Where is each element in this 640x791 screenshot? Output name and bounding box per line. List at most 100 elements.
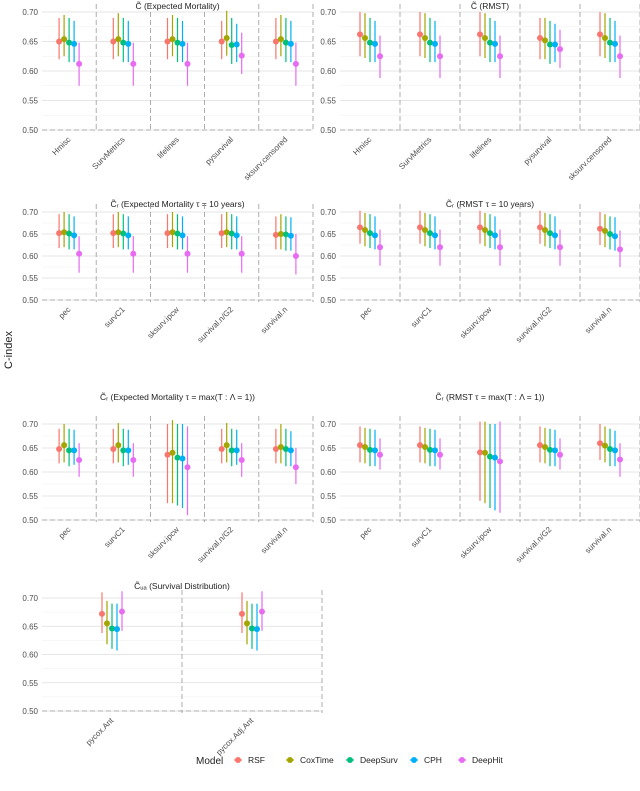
data-point — [377, 53, 383, 60]
legend-key-dot — [411, 757, 417, 763]
data-point — [477, 224, 483, 231]
data-point — [282, 231, 289, 238]
data-point — [61, 442, 68, 449]
data-point — [497, 458, 503, 465]
y-tick-label: 0.70 — [320, 420, 336, 429]
data-point — [602, 442, 608, 449]
panel-title: C̃ᵣ (RMST τ = 10 years) — [446, 199, 534, 209]
y-tick-label: 0.55 — [22, 679, 38, 688]
y-tick-label: 0.70 — [22, 8, 38, 17]
data-point — [612, 233, 618, 240]
y-tick-label: 0.60 — [320, 67, 336, 76]
data-point — [547, 230, 553, 237]
data-point — [56, 230, 63, 237]
data-point — [179, 40, 186, 47]
data-point — [542, 37, 548, 44]
data-point — [497, 53, 503, 60]
x-tick-label: pec — [57, 525, 72, 540]
x-tick-label: pec — [57, 305, 72, 320]
data-point — [287, 447, 294, 454]
data-point — [61, 229, 68, 236]
legend-label: CoxTime — [300, 755, 334, 765]
data-point — [254, 626, 260, 633]
data-point — [422, 34, 428, 41]
data-point — [218, 230, 225, 237]
x-tick-label: survC1 — [102, 525, 127, 550]
data-point — [417, 31, 423, 38]
data-point — [377, 451, 383, 458]
data-point — [223, 229, 230, 236]
data-point — [362, 227, 368, 234]
data-point — [482, 34, 488, 41]
data-point — [487, 453, 493, 460]
data-point — [617, 53, 623, 60]
data-point — [487, 230, 493, 237]
data-point — [169, 229, 176, 236]
data-point — [292, 60, 299, 67]
data-point — [272, 38, 279, 45]
panel-title: C̃ (Expected Mortality) — [135, 1, 219, 11]
y-tick-label: 0.50 — [22, 707, 38, 716]
y-tick-label: 0.60 — [22, 67, 38, 76]
x-tick-label: pec — [358, 305, 373, 320]
x-tick-label: sksurv.censored — [566, 135, 613, 182]
data-point — [277, 231, 284, 237]
data-point — [432, 40, 438, 47]
data-point — [169, 36, 176, 43]
y-tick-label: 0.55 — [320, 492, 336, 501]
data-point — [120, 230, 127, 237]
y-tick-label: 0.55 — [320, 274, 336, 283]
data-point — [71, 232, 78, 239]
y-tick-label: 0.65 — [22, 622, 38, 631]
data-point — [597, 225, 603, 232]
data-point — [119, 608, 125, 615]
legend-label: CPH — [424, 755, 442, 765]
data-point — [432, 447, 438, 454]
x-tick-label: survival.n — [583, 525, 613, 555]
data-point — [282, 39, 289, 46]
data-point — [184, 464, 191, 471]
data-point — [362, 34, 368, 41]
chart-panel: C̃ (Expected Mortality) 0.50 0.55 0.60 0.65 0… — [22, 1, 314, 182]
data-point — [71, 40, 78, 47]
data-point — [61, 36, 68, 43]
x-tick-label: sksurv.ipcw — [458, 525, 493, 560]
data-point — [76, 457, 83, 463]
data-point — [607, 231, 613, 237]
data-point — [362, 444, 368, 451]
y-tick-label: 0.65 — [22, 230, 38, 239]
panel-title: C̃ᵣ (RMST τ = max(T : Λ = 1)) — [436, 392, 545, 402]
x-tick-label: sksurv.ipcw — [146, 525, 181, 560]
data-point — [164, 38, 171, 45]
data-point — [427, 39, 433, 46]
data-point — [218, 38, 225, 45]
panel-title: C̃ᵤₐ (Survival Distribution) — [134, 581, 230, 591]
data-point — [542, 444, 548, 451]
data-point — [377, 244, 383, 251]
legend-key-dot — [235, 757, 241, 763]
y-tick-label: 0.55 — [320, 97, 336, 106]
y-tick-label: 0.60 — [22, 252, 38, 261]
data-point — [437, 53, 443, 60]
data-point — [617, 456, 623, 463]
data-point — [272, 445, 279, 452]
data-point — [422, 444, 428, 451]
data-point — [272, 231, 279, 238]
data-point — [56, 38, 63, 45]
data-point — [357, 442, 363, 449]
data-point — [174, 230, 181, 237]
legend-label: RSF — [248, 755, 265, 765]
y-tick-label: 0.50 — [22, 296, 38, 305]
x-tick-label: sksurv.censored — [242, 135, 289, 182]
data-point — [477, 31, 483, 38]
data-point — [557, 244, 563, 251]
data-point — [372, 40, 378, 47]
data-point — [437, 244, 443, 251]
chart-panel: C̃ᵣ (Expected Mortality τ = max(T : Λ = … — [22, 392, 314, 564]
data-point — [179, 455, 186, 462]
data-point — [547, 446, 553, 453]
data-point — [115, 36, 122, 43]
data-point — [223, 442, 230, 449]
data-point — [184, 60, 191, 67]
data-point — [244, 620, 250, 627]
